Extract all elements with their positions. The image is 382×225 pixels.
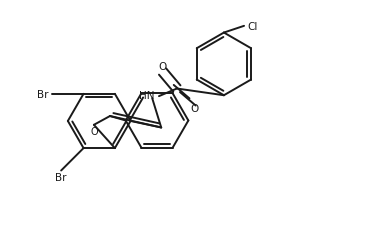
- Text: HN: HN: [139, 90, 155, 100]
- Text: O: O: [191, 103, 199, 113]
- Text: Br: Br: [37, 89, 48, 99]
- Text: O: O: [90, 126, 98, 136]
- Text: O: O: [159, 61, 167, 71]
- Text: Cl: Cl: [247, 22, 257, 32]
- Text: Br: Br: [55, 172, 67, 182]
